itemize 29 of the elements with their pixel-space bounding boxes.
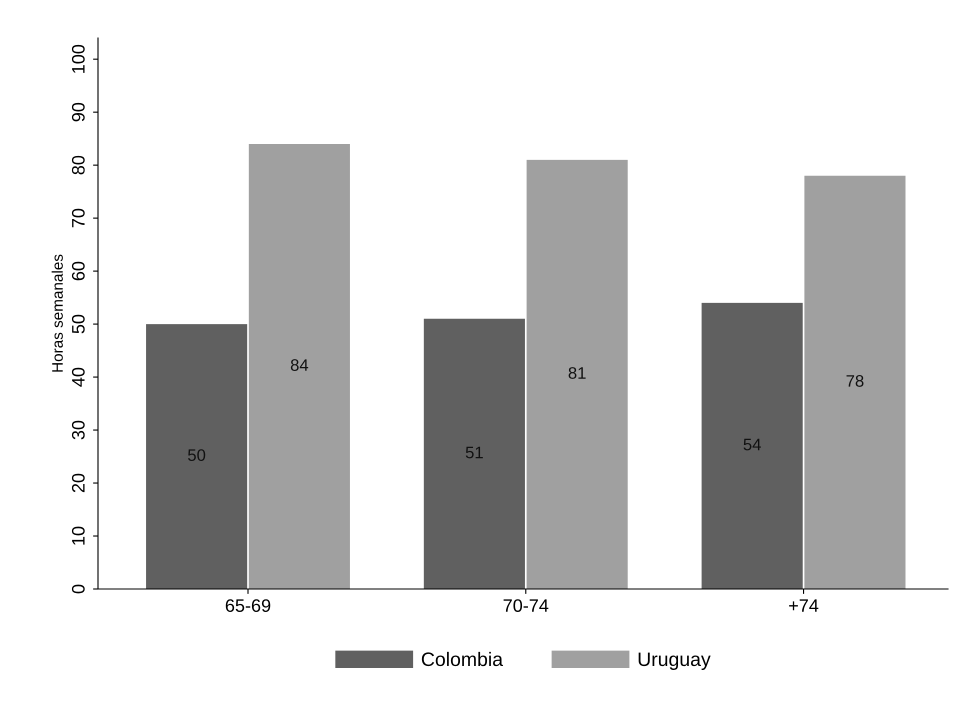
data-label: 50 — [188, 449, 206, 462]
bar — [702, 302, 803, 589]
y-tick-label: 80 — [72, 156, 85, 174]
x-tick-label: 70-74 — [504, 599, 548, 612]
data-label: 78 — [846, 375, 864, 387]
y-tick-label: 0 — [72, 584, 85, 594]
y-tick-label: 100 — [72, 44, 85, 73]
data-label: 84 — [290, 359, 308, 371]
y-axis-title: Horas semanales — [52, 254, 63, 372]
y-tick-label: 10 — [72, 526, 85, 545]
x-tick-label: 65-69 — [226, 599, 270, 612]
bar — [804, 176, 906, 589]
legend-label: Uruguay — [638, 652, 711, 670]
data-label: 51 — [466, 446, 483, 458]
bar — [248, 144, 350, 589]
data-label: 54 — [744, 438, 761, 450]
y-tick-label: 60 — [72, 262, 85, 280]
y-tick-label: 40 — [72, 368, 85, 387]
y-tick-label: 70 — [72, 208, 85, 228]
legend-label: Colombia — [422, 652, 504, 666]
y-tick-label: 30 — [72, 420, 85, 440]
bar — [424, 318, 525, 589]
x-tick-label: +74 — [789, 599, 818, 612]
bar — [146, 324, 248, 589]
bar — [526, 160, 628, 589]
y-tick-label: 50 — [72, 314, 85, 334]
y-tick-label: 20 — [72, 474, 85, 492]
data-label: 81 — [568, 367, 586, 379]
y-tick-label: 90 — [72, 102, 85, 122]
